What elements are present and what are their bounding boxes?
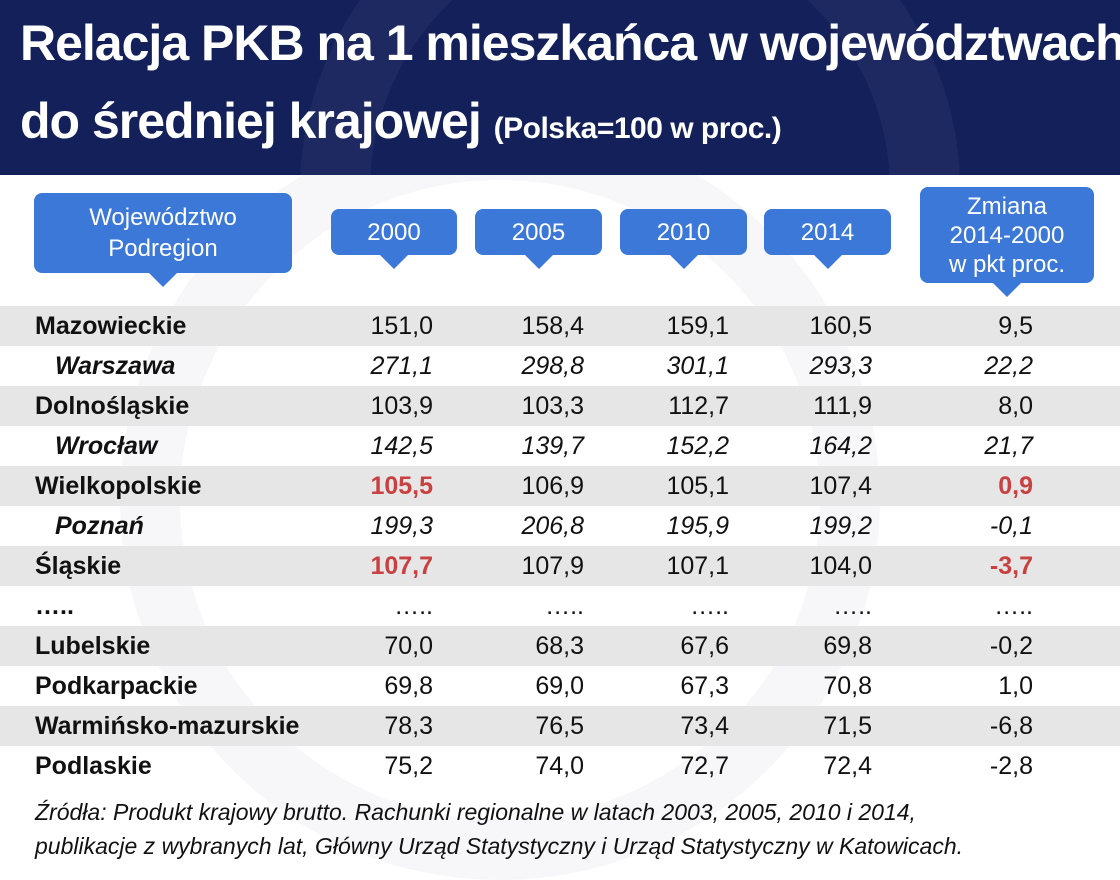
header-2005: 2005 xyxy=(475,209,602,269)
subregion-name: Poznań xyxy=(55,512,144,540)
value-change: -2,8 xyxy=(989,752,1033,780)
value-change: -0,2 xyxy=(989,632,1033,660)
value-2000: 78,3 xyxy=(384,712,433,740)
subregion-name: Warszawa xyxy=(55,352,176,380)
value-2000: 199,3 xyxy=(370,512,433,540)
value-2005: 69,0 xyxy=(535,672,584,700)
header-2010: 2010 xyxy=(620,209,747,269)
value-change: -3,7 xyxy=(989,552,1033,580)
value-2010: 107,1 xyxy=(666,552,729,580)
header-2014: 2014 xyxy=(764,209,891,269)
table-row: Mazowieckie 151,0 158,4 159,1 160,5 9,5 xyxy=(0,306,1120,346)
source-line-2: publikacje z wybranych lat, Główny Urząd… xyxy=(35,833,964,859)
table-row: Poznań 199,3 206,8 195,9 199,2 -0,1 xyxy=(0,506,1120,546)
header-change: Zmiana 2014-2000 w pkt proc. xyxy=(920,187,1094,297)
table-row: Wielkopolskie 105,5 106,9 105,1 107,4 0,9 xyxy=(0,466,1120,506)
source-note: Źródła: Produkt krajowy brutto. Rachunki… xyxy=(35,795,963,863)
table-row: Śląskie 107,7 107,9 107,1 104,0 -3,7 xyxy=(0,546,1120,586)
value-change: 22,2 xyxy=(984,352,1033,380)
value-2010: 73,4 xyxy=(680,712,729,740)
value-2014: 111,9 xyxy=(813,392,872,420)
value-2010: 67,3 xyxy=(680,672,729,700)
value-2000: 271,1 xyxy=(370,352,433,380)
header-2000: 2000 xyxy=(331,209,457,269)
table-row: Wrocław 142,5 139,7 152,2 164,2 21,7 xyxy=(0,426,1120,466)
region-name: Wielkopolskie xyxy=(35,472,202,500)
value-2010: 159,1 xyxy=(666,312,729,340)
value-2005: 74,0 xyxy=(535,752,584,780)
region-name: Śląskie xyxy=(35,552,122,580)
region-name: Dolnośląskie xyxy=(35,392,190,420)
title-banner: Relacja PKB na 1 mieszkańca w województw… xyxy=(0,0,1120,175)
value-change: ….. xyxy=(994,592,1033,620)
value-2010: 112,7 xyxy=(668,392,729,420)
value-2000: 105,5 xyxy=(370,472,433,500)
value-2000: 142,5 xyxy=(370,432,433,460)
value-2014: ….. xyxy=(833,592,872,620)
value-2000: 103,9 xyxy=(370,392,433,420)
region-name: Warmińsko-mazurskie xyxy=(35,712,300,740)
subregion-name: Wrocław xyxy=(55,432,158,460)
value-2010: 152,2 xyxy=(666,432,729,460)
value-change: -0,1 xyxy=(989,512,1033,540)
value-2010: 195,9 xyxy=(666,512,729,540)
region-name: Lubelskie xyxy=(35,632,151,660)
value-2000: ….. xyxy=(394,592,433,620)
value-2005: 106,9 xyxy=(521,472,584,500)
value-2014: 199,2 xyxy=(809,512,872,540)
value-change: 8,0 xyxy=(998,392,1033,420)
value-2014: 160,5 xyxy=(809,312,872,340)
table-row: Warszawa 271,1 298,8 301,1 293,3 22,2 xyxy=(0,346,1120,386)
value-2000: 70,0 xyxy=(384,632,433,660)
value-2005: 139,7 xyxy=(521,432,584,460)
region-name: Mazowieckie xyxy=(35,312,187,340)
source-line-1: Źródła: Produkt krajowy brutto. Rachunki… xyxy=(35,799,916,825)
value-change: 1,0 xyxy=(998,672,1033,700)
value-2010: 72,7 xyxy=(680,752,729,780)
page-subtitle: (Polska=100 w proc.) xyxy=(493,112,782,145)
value-2010: 105,1 xyxy=(666,472,729,500)
value-2014: 104,0 xyxy=(809,552,872,580)
value-change: -6,8 xyxy=(989,712,1033,740)
page-title: Relacja PKB na 1 mieszkańca w województw… xyxy=(20,15,1120,71)
value-2005: 206,8 xyxy=(521,512,584,540)
value-2014: 164,2 xyxy=(809,432,872,460)
value-change: 21,7 xyxy=(984,432,1033,460)
page-title-continuation: do średniej krajowej xyxy=(20,93,482,149)
page-title-line2: do średniej krajowej (Polska=100 w proc.… xyxy=(20,92,782,150)
value-2010: 67,6 xyxy=(680,632,729,660)
value-2005: 68,3 xyxy=(535,632,584,660)
value-2005: ….. xyxy=(545,592,584,620)
value-2014: 293,3 xyxy=(809,352,872,380)
table-row: Podkarpackie 69,8 69,0 67,3 70,8 1,0 xyxy=(0,666,1120,706)
value-change: 9,5 xyxy=(998,312,1033,340)
value-2014: 72,4 xyxy=(823,752,872,780)
table-row: Lubelskie 70,0 68,3 67,6 69,8 -0,2 xyxy=(0,626,1120,666)
header-region: Województwo Podregion xyxy=(34,193,292,287)
value-change: 0,9 xyxy=(998,472,1033,500)
value-2014: 107,4 xyxy=(809,472,872,500)
value-2014: 69,8 xyxy=(823,632,872,660)
value-2005: 103,3 xyxy=(521,392,584,420)
value-2000: 151,0 xyxy=(370,312,433,340)
value-2014: 70,8 xyxy=(823,672,872,700)
table-row: Podlaskie 75,2 74,0 72,7 72,4 -2,8 xyxy=(0,746,1120,786)
value-2005: 298,8 xyxy=(521,352,584,380)
region-name: Podkarpackie xyxy=(35,672,198,700)
value-2014: 71,5 xyxy=(823,712,872,740)
table-row: ….. ….. ….. ….. ….. ….. xyxy=(0,586,1120,626)
value-2000: 107,7 xyxy=(370,552,433,580)
value-2000: 75,2 xyxy=(384,752,433,780)
value-2005: 107,9 xyxy=(521,552,584,580)
table-row: Dolnośląskie 103,9 103,3 112,7 111,9 8,0 xyxy=(0,386,1120,426)
region-name: ….. xyxy=(35,592,74,620)
value-2005: 158,4 xyxy=(521,312,584,340)
value-2010: 301,1 xyxy=(666,352,729,380)
value-2010: ….. xyxy=(690,592,729,620)
value-2005: 76,5 xyxy=(535,712,584,740)
value-2000: 69,8 xyxy=(384,672,433,700)
table-row: Warmińsko-mazurskie 78,3 76,5 73,4 71,5 -6,8 xyxy=(0,706,1120,746)
region-name: Podlaskie xyxy=(35,752,152,780)
